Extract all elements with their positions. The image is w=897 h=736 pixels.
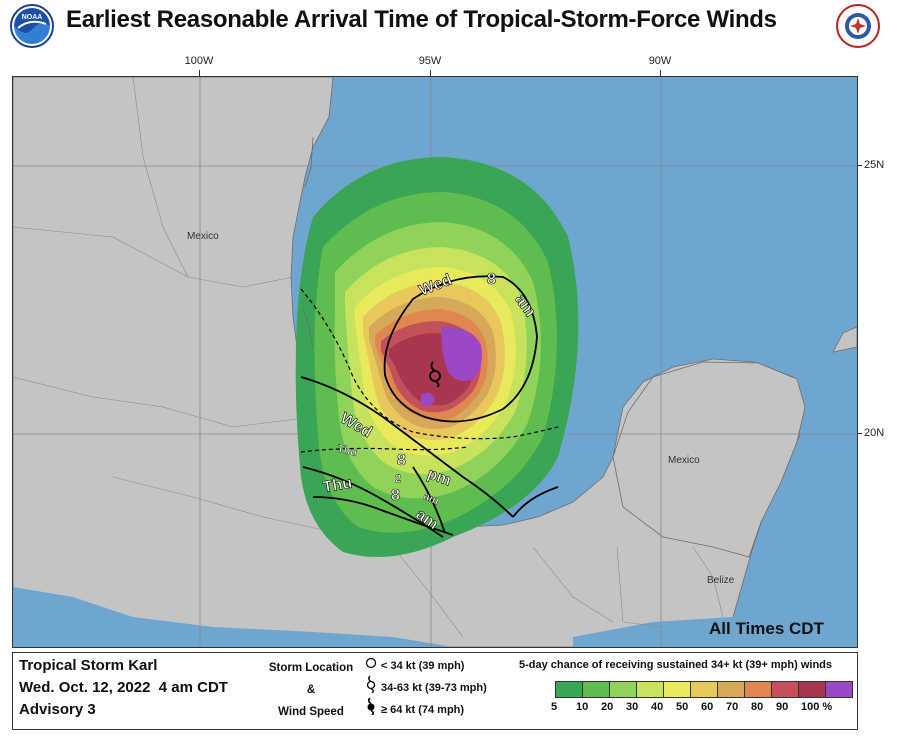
scale-label: 70 bbox=[726, 701, 739, 713]
scale-swatch bbox=[690, 681, 718, 698]
symbol-row: 34-63 kt (39-73 mph) bbox=[365, 675, 487, 701]
scale-swatch bbox=[555, 681, 583, 698]
symbol-label: ≥ 64 kt (74 mph) bbox=[381, 704, 465, 716]
storm-name: Tropical Storm Karl bbox=[19, 657, 158, 674]
scale-swatch bbox=[717, 681, 745, 698]
hurricane-icon bbox=[365, 697, 377, 723]
scale-label: 100 % bbox=[801, 701, 833, 713]
page-title: Earliest Reasonable Arrival Time of Trop… bbox=[66, 6, 777, 33]
advisory-date: Wed. Oct. 12, 2022 4 am CDT bbox=[19, 679, 228, 696]
arrival-label: 8 bbox=[391, 487, 401, 505]
svg-text:NOAA: NOAA bbox=[22, 14, 43, 21]
title-bar: NOAA Earliest Reasonable Arrival Time of… bbox=[0, 0, 897, 50]
symbol-label: 34-63 kt (39-73 mph) bbox=[381, 682, 487, 694]
lon-label-100w: 100W bbox=[184, 55, 214, 67]
scale-label: 10 bbox=[576, 701, 589, 713]
wind-speed-label: Wind Speed bbox=[278, 706, 344, 718]
scale-swatch bbox=[798, 681, 826, 698]
scale-swatch bbox=[582, 681, 610, 698]
probability-title: 5-day chance of receiving sustained 34+ … bbox=[519, 659, 832, 671]
advisory-number: Advisory 3 bbox=[19, 701, 96, 718]
scale-label: 30 bbox=[626, 701, 639, 713]
lat-label-25n: 25N bbox=[864, 159, 885, 171]
legend-box: Tropical Storm Karl Wed. Oct. 12, 2022 4… bbox=[12, 652, 858, 730]
circle-icon bbox=[365, 655, 377, 677]
contour-thu-8am bbox=[312, 496, 454, 536]
lat-label-20n: 20N bbox=[864, 427, 885, 439]
scale-label: 60 bbox=[701, 701, 714, 713]
symbol-key: < 34 kt (39 mph) 34-63 kt (39-73 mph) ≥ … bbox=[365, 655, 487, 721]
scale-swatch bbox=[744, 681, 772, 698]
land-label-mexico-yucatan: Mexico bbox=[668, 455, 700, 466]
timezone-note: All Times CDT bbox=[709, 619, 824, 638]
land-label-mexico: Mexico bbox=[187, 231, 219, 242]
tick bbox=[199, 70, 200, 76]
noaa-logo: NOAA bbox=[10, 4, 54, 48]
storm-location-header: Storm Location & Wind Speed bbox=[261, 657, 361, 723]
symbol-row: < 34 kt (39 mph) bbox=[365, 655, 487, 677]
arrival-contours bbox=[300, 275, 559, 538]
arrival-label: 2 bbox=[395, 473, 402, 485]
storm-info: Tropical Storm Karl Wed. Oct. 12, 2022 4… bbox=[19, 655, 228, 721]
symbol-row: ≥ 64 kt (74 mph) bbox=[365, 697, 487, 723]
contour-wed-8am bbox=[383, 275, 538, 423]
tick bbox=[430, 70, 431, 76]
symbol-label: < 34 kt (39 mph) bbox=[381, 660, 465, 672]
tropical-storm-icon bbox=[425, 361, 445, 387]
contour-wed-8pm bbox=[300, 376, 514, 518]
map-svg bbox=[13, 77, 857, 647]
tropical-storm-icon bbox=[365, 675, 377, 701]
scale-label: 80 bbox=[751, 701, 764, 713]
lon-label-95w: 95W bbox=[418, 55, 442, 67]
scale-swatch bbox=[636, 681, 664, 698]
scale-label: 5 bbox=[551, 701, 558, 713]
tick bbox=[660, 70, 661, 76]
tick bbox=[856, 433, 862, 434]
map-area: Mexico Mexico Belize Wed 8 am Wed 8 pm T… bbox=[12, 76, 858, 648]
state-borders bbox=[13, 77, 724, 638]
prob-100 bbox=[441, 326, 482, 381]
scale-swatch bbox=[663, 681, 691, 698]
scale-swatch bbox=[609, 681, 637, 698]
scale-label: 50 bbox=[676, 701, 689, 713]
scale-label: 40 bbox=[651, 701, 664, 713]
nws-logo bbox=[836, 4, 880, 48]
scale-label: 20 bbox=[601, 701, 614, 713]
arrival-label: 8 bbox=[487, 271, 497, 289]
tick bbox=[856, 165, 862, 166]
arrival-label: 8 bbox=[397, 452, 407, 470]
probability-scale bbox=[555, 681, 853, 698]
scale-label: 90 bbox=[776, 701, 789, 713]
storm-location-label: Storm Location bbox=[268, 662, 354, 674]
scale-swatch bbox=[771, 681, 799, 698]
land-label-belize: Belize bbox=[707, 575, 735, 586]
dashed-track bbox=[300, 288, 559, 453]
ampersand: & bbox=[306, 684, 316, 696]
scale-swatch bbox=[825, 681, 853, 698]
lon-label-90w: 90W bbox=[648, 55, 672, 67]
